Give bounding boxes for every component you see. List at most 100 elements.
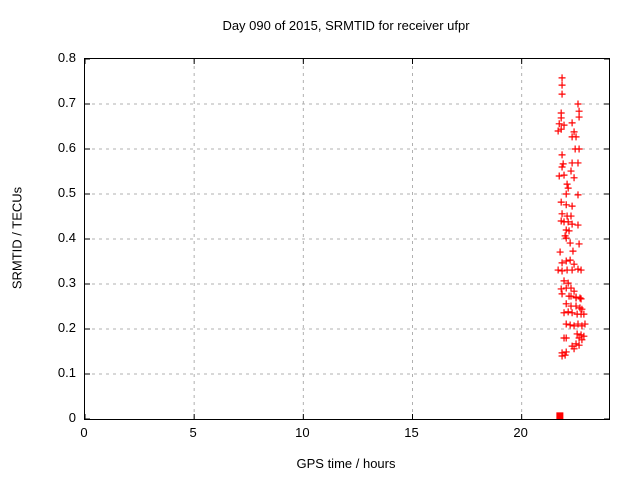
data-point-plus [570,260,578,268]
scatter-plot-canvas [85,59,609,419]
data-point-plus [555,172,563,180]
data-point-plus [564,218,572,226]
data-point-plus [562,257,570,265]
data-point-plus [558,352,566,360]
x-tick-label: 15 [404,425,419,440]
data-point-plus [562,234,570,242]
data-point-plus [570,287,578,295]
x-tick-label: 20 [513,425,528,440]
data-point-plus [557,125,565,133]
data-point-plus [564,184,572,192]
data-point-plus [574,221,582,229]
data-point-plus [574,100,582,108]
data-point-plus [557,114,565,122]
data-point-plus [558,163,566,171]
data-point-plus [558,151,566,159]
y-tick-label: 0.8 [57,50,76,65]
data-point-plus [558,90,566,98]
y-tick-label: 0.2 [57,320,76,335]
data-point-plus [574,320,582,328]
data-point-plus [568,220,576,228]
data-point-plus [574,265,582,273]
y-tick-label: 0.4 [57,230,76,245]
data-point-plus [580,332,588,340]
data-point-plus [575,341,583,349]
data-point-plus [575,240,583,248]
x-tick-label: 5 [189,425,197,440]
data-point-plus [568,202,576,210]
data-point-plus [557,285,565,293]
data-point-plus [562,320,570,328]
data-point-plus [560,334,568,342]
data-point-plus [573,330,581,338]
data-point-plus [562,201,570,209]
data-point-plus [555,120,563,128]
data-point-plus [570,128,578,136]
data-point-plus [562,190,570,198]
y-tick-label: 0.3 [57,275,76,290]
data-point-plus [574,191,582,199]
data-point-plus [580,310,588,318]
x-axis-label: GPS time / hours [296,456,396,471]
data-point-plus [558,81,566,89]
x-tick-label: 0 [80,425,88,440]
y-tick-label: 0.7 [57,95,76,110]
data-point-plus [578,305,586,313]
data-point-plus [564,279,572,287]
data-point-plus [568,119,576,127]
data-point-plus [570,322,578,330]
data-point-plus [570,174,578,182]
data-point-plus [560,171,568,179]
data-point-plus [574,159,582,167]
data-point-plus [565,227,573,235]
y-tick-label: 0.1 [57,365,76,380]
data-point-plus [558,267,566,275]
data-point-plus [567,284,575,292]
plot-area [84,58,610,420]
data-point-plus [581,320,589,328]
data-point-plus [559,160,567,168]
data-point-plus [566,321,574,329]
data-point-plus [572,340,580,348]
data-point-plus [578,336,586,344]
data-point-plus [576,294,584,302]
data-point-plus [560,121,568,129]
data-point-plus [578,322,586,330]
data-point-plus [567,167,575,175]
data-point-plus [564,308,572,316]
y-tick-label: 0.5 [57,185,76,200]
data-point-plus [572,133,580,141]
data-point-plus [572,302,580,310]
y-tick-label: 0 [68,410,76,425]
data-point-plus [577,266,585,274]
data-point-square [556,412,564,419]
data-point-plus [575,113,583,121]
data-point-plus [570,345,578,353]
data-point-plus [558,74,566,82]
data-point-plus [575,107,583,115]
data-point-plus [567,212,575,220]
data-point-plus [558,210,566,218]
x-tick-label: 10 [295,425,310,440]
data-point-plus [567,292,575,300]
data-point-plus [556,248,564,256]
data-point-plus [558,259,566,267]
data-point-plus [561,351,569,359]
chart-title: Day 090 of 2015, SRMTID for receiver ufp… [222,18,470,33]
data-point-plus [566,256,574,264]
data-point-plus [563,180,571,188]
data-point-plus [566,239,574,247]
data-point-plus [554,127,562,135]
data-point-plus [568,309,576,317]
data-point-plus [560,309,568,317]
data-point-plus [558,290,566,298]
data-point-plus [572,293,580,301]
data-point-plus [560,277,568,285]
data-point-plus [569,247,577,255]
data-point-plus [568,159,576,167]
data-point-plus [575,145,583,153]
data-point-plus [557,198,565,206]
data-point-plus [554,266,562,274]
data-point-plus [577,295,585,303]
